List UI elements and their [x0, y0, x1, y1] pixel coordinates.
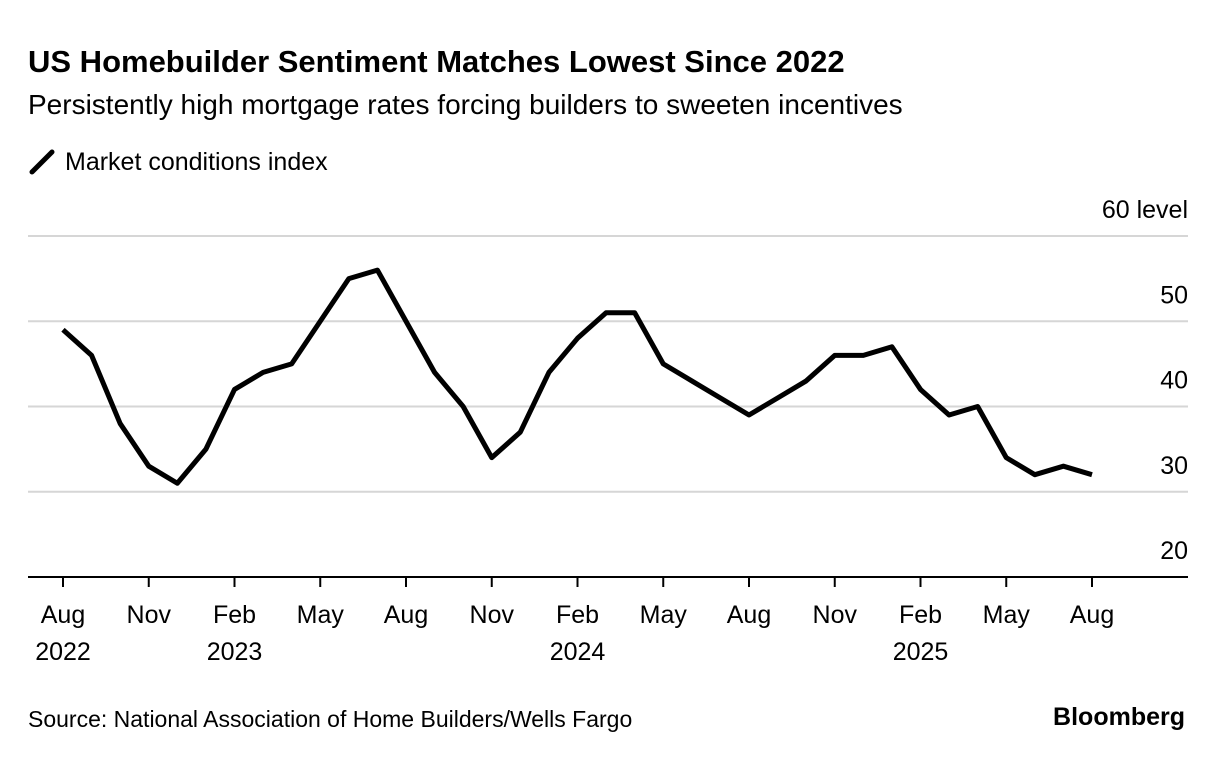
- x-tick-label: Nov: [813, 601, 858, 629]
- y-tick-label: 40: [1160, 367, 1188, 395]
- source: Source: National Association of Home Bui…: [28, 706, 632, 732]
- x-tick-label: May: [297, 601, 345, 629]
- x-tick-label: Feb 2025: [893, 601, 949, 666]
- brand: Bloomberg: [1053, 703, 1185, 731]
- x-tick-label: Feb 2023: [207, 601, 263, 666]
- x-tick-label: Nov: [127, 601, 172, 629]
- x-tick-label: Aug: [1070, 601, 1114, 629]
- x-tick-label: Aug 2022: [35, 601, 91, 666]
- x-tick-label: Aug: [727, 601, 771, 629]
- y-tick-label: 50: [1160, 281, 1188, 309]
- x-tick-label: Aug: [384, 601, 428, 629]
- y-tick-label: 60 level: [1102, 196, 1188, 224]
- chart-subtitle: Persistently high mortgage rates forcing…: [28, 89, 903, 120]
- line: [61, 267, 1093, 486]
- x-tick-label: May: [640, 601, 688, 629]
- y-tick-label: 20: [1160, 537, 1188, 565]
- y-tick-label: 30: [1160, 452, 1188, 480]
- chart-title: US Homebuilder Sentiment Matches Lowest …: [28, 44, 845, 79]
- x-tick-label: May: [983, 601, 1031, 629]
- x-tick-label: Nov: [470, 601, 515, 629]
- legend-swatch: [29, 149, 55, 175]
- legend-label: Market conditions index: [65, 148, 328, 176]
- x-tick-label: Feb 2024: [550, 601, 606, 666]
